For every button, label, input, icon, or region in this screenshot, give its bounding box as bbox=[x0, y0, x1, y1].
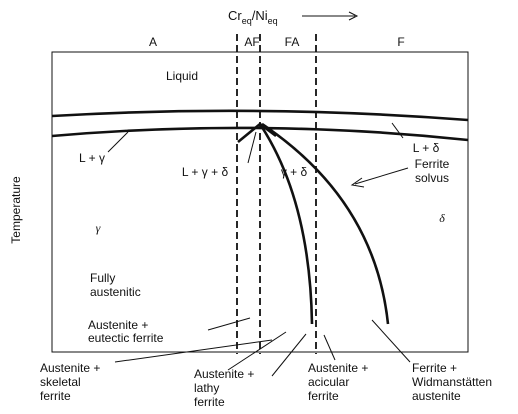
phase-label: Ferrite bbox=[415, 157, 450, 171]
solidus bbox=[51, 126, 469, 142]
morphology-label: lathy bbox=[194, 381, 219, 395]
phase-label: γ + δ bbox=[281, 165, 308, 179]
region-label: A bbox=[149, 35, 157, 49]
liquidus bbox=[51, 109, 469, 122]
leader bbox=[107, 131, 129, 153]
morphology-label: Ferrite + bbox=[412, 361, 457, 375]
phase-label: γ bbox=[96, 221, 101, 235]
phase-label: Fully bbox=[90, 271, 115, 285]
axis-arrowhead bbox=[348, 11, 359, 21]
region-label: AF bbox=[244, 35, 259, 49]
phase-label: Liquid bbox=[166, 69, 198, 83]
morphology-label: Austenite + bbox=[308, 361, 368, 375]
morphology-label: Austenite + bbox=[194, 367, 254, 381]
morphology-label: austenite bbox=[412, 389, 461, 403]
leader bbox=[227, 331, 287, 371]
solvus-curve bbox=[261, 122, 390, 325]
phase-label: δ bbox=[439, 211, 445, 225]
morphology-label: skeletal bbox=[40, 375, 81, 389]
morphology-label: ferrite bbox=[308, 389, 339, 403]
region-label: F bbox=[397, 35, 404, 49]
region-label: FA bbox=[285, 35, 300, 49]
phase-label: L + γ + δ bbox=[182, 165, 229, 179]
leader bbox=[114, 339, 273, 363]
phase-label: solvus bbox=[415, 171, 449, 185]
morphology-label: ferrite bbox=[40, 389, 71, 403]
phase-label: L + δ bbox=[413, 141, 440, 155]
morphology-label: Austenite + bbox=[40, 361, 100, 375]
solvus-curve bbox=[258, 123, 314, 325]
leader bbox=[371, 319, 411, 363]
y-axis-label: Temperature bbox=[9, 176, 23, 244]
morphology-label: ferrite bbox=[194, 395, 225, 409]
phase-label: austenitic bbox=[90, 285, 141, 299]
leader bbox=[323, 334, 336, 361]
leader bbox=[207, 317, 251, 331]
leader bbox=[247, 131, 257, 164]
phase-label: L + γ bbox=[79, 151, 105, 165]
x-axis-label: Creq/Nieq bbox=[228, 8, 278, 26]
morphology-label: acicular bbox=[308, 375, 349, 389]
phase-label: eutectic ferrite bbox=[88, 331, 164, 345]
phase-label: Austenite + bbox=[88, 318, 148, 332]
leader bbox=[391, 122, 404, 139]
morphology-label: Widmanstätten bbox=[412, 375, 492, 389]
leader bbox=[354, 167, 409, 185]
arrowhead bbox=[350, 177, 365, 188]
leader bbox=[271, 333, 307, 377]
